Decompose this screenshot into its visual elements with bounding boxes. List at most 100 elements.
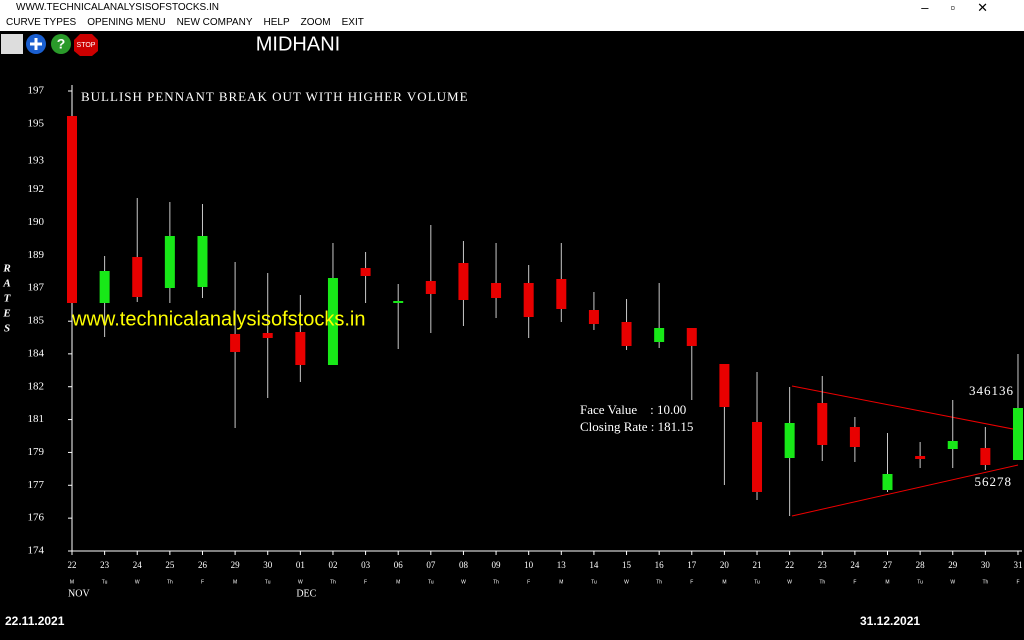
book-icon[interactable] <box>1 34 23 54</box>
x-tick-label: 15 <box>622 560 632 570</box>
window-controls[interactable]: –▫✕ <box>921 0 1010 15</box>
x-tick-label: 09 <box>492 560 502 570</box>
y-tick-label: 187 <box>28 282 45 294</box>
x-tick-label: 17 <box>687 560 697 570</box>
candle-body <box>523 283 534 317</box>
stock-name: MIDHANI <box>256 33 340 55</box>
x-tick-label: 28 <box>916 560 926 570</box>
y-tick-label: 193 <box>28 155 45 167</box>
weekday-label: M <box>885 579 889 585</box>
candle-body <box>164 236 175 288</box>
y-tick-label: 185 <box>28 315 45 327</box>
weekday-label: Th <box>656 579 662 585</box>
candle-body <box>230 334 241 352</box>
x-tick-label: 26 <box>198 560 208 570</box>
weekday-label: F <box>853 579 856 585</box>
menu-item[interactable]: ZOOM <box>300 17 331 28</box>
candle-body <box>752 422 763 492</box>
candle-body <box>686 328 697 346</box>
x-tick-label: 24 <box>133 560 143 570</box>
month-label: DEC <box>296 588 316 599</box>
to-date: 31.12.2021 <box>860 614 920 628</box>
x-tick-label: 10 <box>524 560 534 570</box>
y-tick-label: 184 <box>28 347 45 359</box>
y-tick-label: 190 <box>28 216 45 228</box>
watermark: www.technicalanalysisofstocks.in <box>71 308 365 330</box>
candle-body <box>719 364 730 407</box>
candle-body <box>491 283 502 298</box>
candle-body <box>947 441 958 449</box>
x-tick-label: 14 <box>589 560 599 570</box>
weekday-label: W <box>461 579 466 585</box>
y-tick-label: 177 <box>28 479 45 491</box>
menu-item[interactable]: HELP <box>263 17 290 28</box>
menu-item[interactable]: NEW COMPANY <box>176 17 253 28</box>
candle-body <box>915 456 926 459</box>
x-tick-label: 20 <box>720 560 730 570</box>
menu-item[interactable]: CURVE TYPES <box>6 17 77 28</box>
x-tick-label: 02 <box>328 560 337 570</box>
weekday-label: Tu <box>428 579 434 585</box>
candle-body <box>295 332 306 365</box>
menu-item[interactable]: OPENING MENU <box>87 17 166 28</box>
candle-body <box>882 474 893 490</box>
title-menu-bar: WWW.TECHNICALANALYSISOFSTOCKS.IN CURVE T… <box>0 0 1024 31</box>
candle-body <box>817 403 828 445</box>
chart: ? STOP MIDHANI BULLISH PENNANT BREAK OUT… <box>1 33 1023 628</box>
y-tick-label: 181 <box>28 413 45 425</box>
y-tick-label: 195 <box>28 117 45 129</box>
x-tick-label: 30 <box>263 560 273 570</box>
weekday-label: Tu <box>754 579 760 585</box>
weekday-label: Th <box>819 579 825 585</box>
x-tick-label: 31 <box>1013 560 1022 570</box>
stop-icon[interactable] <box>74 34 98 56</box>
weekday-label: F <box>1016 579 1019 585</box>
y-axis-label: S <box>4 323 10 335</box>
weekday-label: F <box>527 579 530 585</box>
help-icon[interactable] <box>51 34 71 54</box>
info-line: Closing Rate : 181.15 <box>580 419 693 434</box>
x-tick-label: 16 <box>655 560 665 570</box>
y-tick-label: 189 <box>28 249 45 261</box>
x-tick-label: 22 <box>68 560 77 570</box>
from-date: 22.11.2021 <box>5 614 65 628</box>
x-tick-label: 30 <box>981 560 991 570</box>
candle-body <box>654 328 665 342</box>
weekday-label: Tu <box>917 579 923 585</box>
pennant-line <box>791 464 1019 517</box>
x-tick-label: 25 <box>165 560 175 570</box>
weekday-label: W <box>950 579 955 585</box>
candle-body <box>425 281 436 294</box>
candle-body <box>99 271 110 303</box>
x-tick-label: 07 <box>426 560 436 570</box>
x-tick-label: 24 <box>850 560 860 570</box>
weekday-label: M <box>722 579 726 585</box>
weekday-label: M <box>396 579 400 585</box>
x-tick-label: 22 <box>785 560 794 570</box>
y-axis-label: T <box>4 293 12 305</box>
candle-body <box>393 301 404 303</box>
x-tick-label: 23 <box>818 560 828 570</box>
weekday-label: F <box>364 579 367 585</box>
candle-body <box>262 333 273 338</box>
candle-body <box>1012 408 1023 460</box>
candle-body <box>980 448 991 465</box>
weekday-label: M <box>559 579 563 585</box>
weekday-label: M <box>70 579 74 585</box>
y-axis-label: E <box>2 308 10 320</box>
menu-item[interactable]: EXIT <box>341 17 364 28</box>
x-tick-label: 01 <box>296 560 305 570</box>
weekday-label: Tu <box>265 579 271 585</box>
candle-body <box>132 257 143 297</box>
x-tick-label: 29 <box>231 560 241 570</box>
volume-label: 56278 <box>975 474 1013 489</box>
weekday-label: W <box>787 579 792 585</box>
weekday-label: Tu <box>102 579 108 585</box>
weekday-label: F <box>690 579 693 585</box>
x-tick-label: 27 <box>883 560 893 570</box>
candle-body <box>458 263 469 300</box>
y-axis-label: R <box>2 263 10 275</box>
weekday-label: Th <box>982 579 988 585</box>
x-tick-label: 21 <box>753 560 762 570</box>
weekday-label: Th <box>330 579 336 585</box>
